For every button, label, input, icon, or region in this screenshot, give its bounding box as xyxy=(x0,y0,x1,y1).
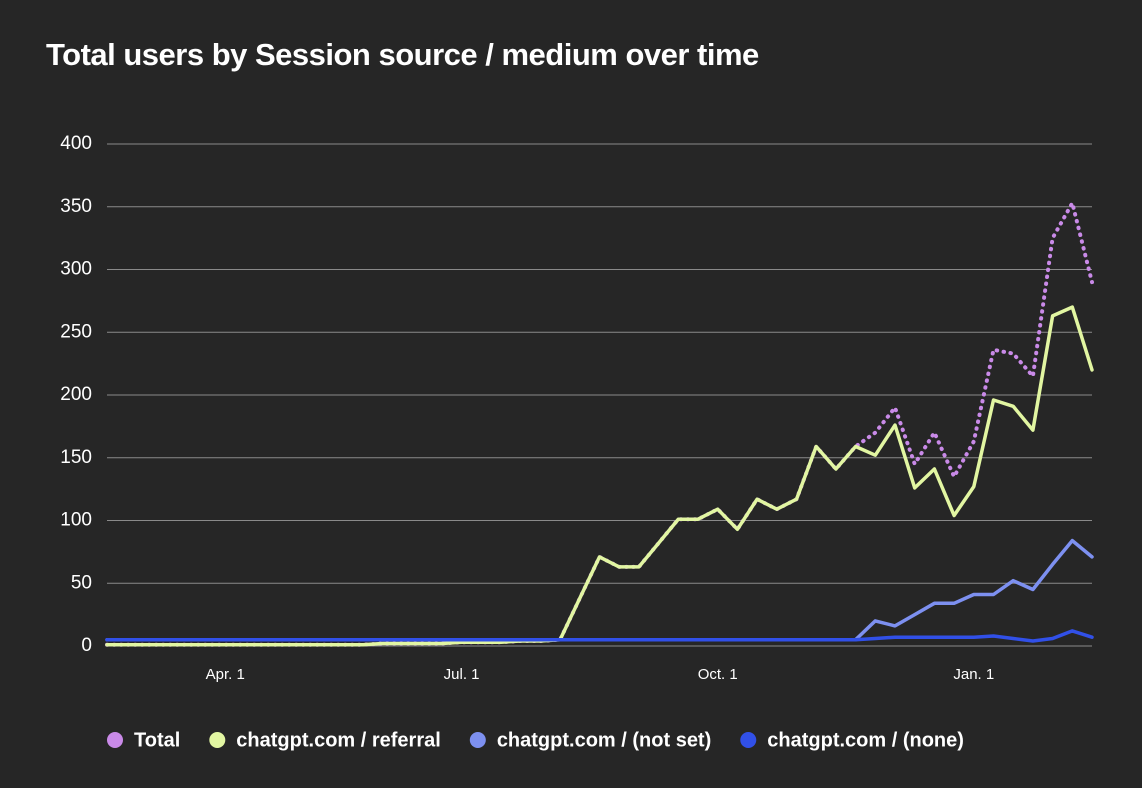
legend-marker xyxy=(107,732,123,748)
legend-marker xyxy=(740,732,757,748)
chart-title: Total users by Session source / medium o… xyxy=(46,37,759,72)
series-line xyxy=(105,305,1094,647)
legend-marker xyxy=(469,732,486,748)
y-tick-label: 50 xyxy=(71,572,92,593)
legend-label: chatgpt.com / referral xyxy=(236,729,441,751)
legend-label: chatgpt.com / (not set) xyxy=(497,729,711,751)
y-tick-label: 200 xyxy=(60,384,92,405)
series-line xyxy=(105,629,1094,643)
x-tick-label: Jan. 1 xyxy=(953,666,994,683)
y-tick-label: 250 xyxy=(60,321,92,342)
legend-marker xyxy=(209,732,226,748)
x-tick-label: Jul. 1 xyxy=(444,666,480,683)
y-tick-label: 350 xyxy=(60,196,92,217)
y-tick-label: 300 xyxy=(60,259,92,280)
legend-label: chatgpt.com / (none) xyxy=(767,729,964,751)
x-tick-label: Apr. 1 xyxy=(206,666,245,683)
y-tick-label: 150 xyxy=(60,447,92,468)
x-tick-label: Oct. 1 xyxy=(698,666,738,683)
y-tick-label: 100 xyxy=(60,510,92,531)
y-tick-label: 0 xyxy=(81,635,92,656)
legend-label: Total xyxy=(134,729,180,751)
y-tick-label: 400 xyxy=(60,133,92,154)
